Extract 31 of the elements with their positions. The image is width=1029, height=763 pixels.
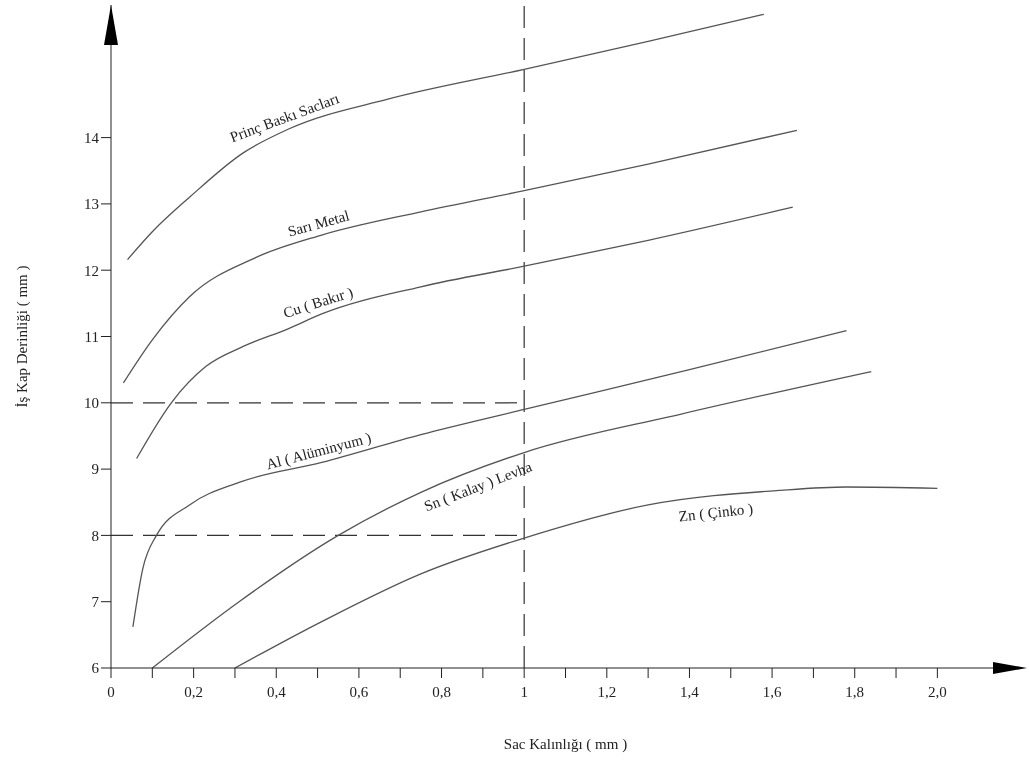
x-tick-label: 0 (107, 683, 115, 700)
x-tick-label: 1,4 (680, 683, 700, 700)
x-tick-label: 0,2 (184, 683, 204, 700)
y-tick-label: 10 (84, 395, 99, 412)
line-series (151, 370, 872, 668)
text: Prinç Baskı Sacları (227, 90, 342, 146)
x-tick-label: 0,8 (432, 683, 451, 700)
text: Cu ( Bakır ) (281, 284, 356, 322)
text: Al ( Alüminyum ) (264, 429, 374, 474)
x-tick-label: 2,0 (927, 683, 947, 700)
y-tick-label: 13 (84, 196, 99, 213)
text: Sn ( Kalay ) Levha (421, 458, 535, 516)
x-tick-label: 0,6 (349, 683, 369, 700)
x-tick-label: 1,2 (597, 683, 617, 700)
y-tick-label: 7 (91, 594, 100, 611)
x-tick-label: 0,4 (266, 683, 287, 700)
y-tick-label: 12 (84, 262, 99, 279)
x-tick-label: 1,8 (845, 683, 865, 700)
y-tick-label: 14 (84, 129, 100, 146)
text: Sarı Metal (286, 207, 351, 240)
line-series (126, 13, 765, 261)
y-tick-label: 9 (91, 461, 99, 478)
x-axis-title: Sac Kalınlığı ( mm ) (503, 736, 628, 753)
y-tick-label: 8 (91, 527, 99, 544)
y-tick-label: 11 (84, 328, 99, 345)
text: Zn ( Çinko ) (677, 500, 754, 526)
line-series (132, 329, 848, 628)
x-tick-label: 1 (520, 683, 528, 700)
y-tick-label: 6 (91, 660, 100, 677)
x-tick-label: 1,6 (762, 683, 782, 700)
y-axis-title: İş Kap Derinliği ( mm ) (14, 265, 32, 408)
